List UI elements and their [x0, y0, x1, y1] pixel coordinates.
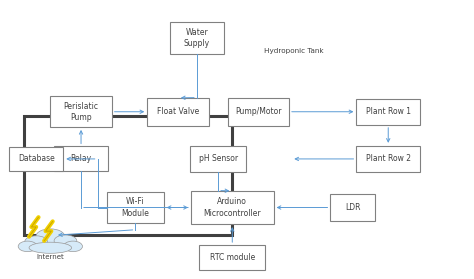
FancyBboxPatch shape: [330, 194, 375, 221]
Text: RTC module: RTC module: [210, 253, 255, 262]
Text: Pump/Motor: Pump/Motor: [235, 107, 282, 116]
Text: Database: Database: [18, 155, 55, 163]
Text: Internet: Internet: [36, 254, 64, 260]
Ellipse shape: [36, 229, 64, 243]
FancyBboxPatch shape: [199, 245, 265, 270]
FancyBboxPatch shape: [24, 116, 232, 235]
FancyBboxPatch shape: [107, 192, 164, 223]
FancyBboxPatch shape: [356, 146, 420, 172]
FancyBboxPatch shape: [54, 146, 108, 171]
Ellipse shape: [64, 241, 82, 252]
FancyBboxPatch shape: [170, 22, 224, 54]
Text: LDR: LDR: [345, 203, 361, 212]
FancyBboxPatch shape: [228, 98, 289, 126]
Text: Wi-Fi
Module: Wi-Fi Module: [121, 198, 149, 218]
Text: pH Sensor: pH Sensor: [199, 155, 237, 163]
Text: Plant Row 2: Plant Row 2: [366, 155, 411, 163]
FancyBboxPatch shape: [190, 146, 246, 172]
Text: Water
Supply: Water Supply: [184, 28, 210, 48]
FancyBboxPatch shape: [50, 97, 112, 127]
FancyBboxPatch shape: [191, 191, 273, 224]
Text: Arduino
Microcontroller: Arduino Microcontroller: [203, 198, 261, 218]
Text: Perislatic
Pump: Perislatic Pump: [64, 102, 99, 122]
Ellipse shape: [18, 241, 37, 252]
Text: Relay: Relay: [71, 155, 91, 163]
FancyBboxPatch shape: [147, 98, 209, 126]
Text: Float Valve: Float Valve: [157, 107, 199, 116]
Ellipse shape: [25, 236, 47, 247]
FancyBboxPatch shape: [9, 147, 64, 171]
FancyBboxPatch shape: [356, 98, 420, 125]
Ellipse shape: [54, 235, 77, 247]
Text: Hydroponic Tank: Hydroponic Tank: [264, 48, 324, 54]
Text: Plant Row 1: Plant Row 1: [366, 107, 411, 116]
Ellipse shape: [29, 242, 72, 253]
